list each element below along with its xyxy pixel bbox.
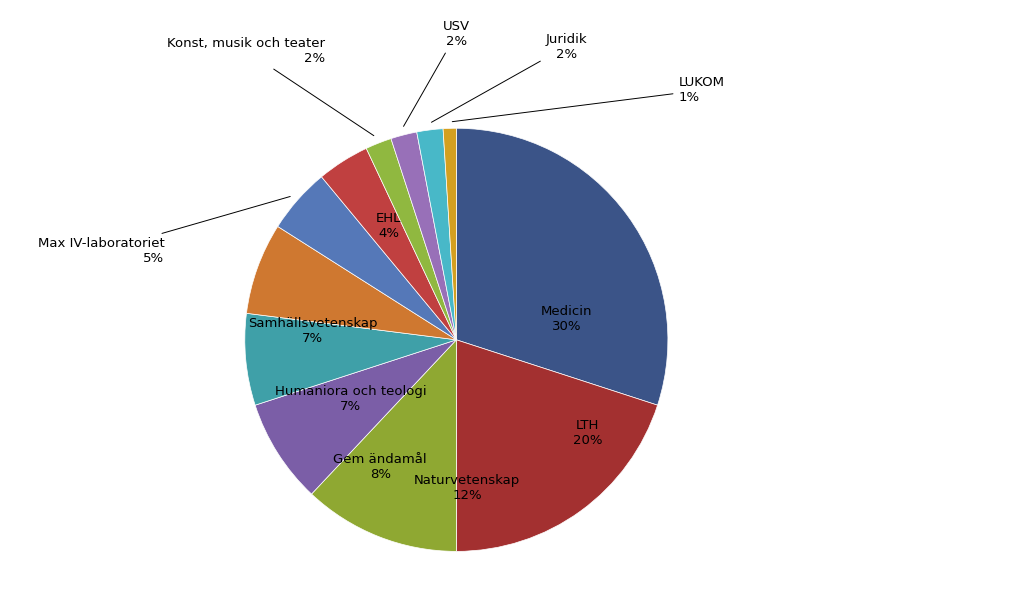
Wedge shape [457, 129, 668, 405]
Text: Medicin
30%: Medicin 30% [541, 305, 592, 333]
Text: EHL
4%: EHL 4% [376, 212, 401, 240]
Text: Juridik
2%: Juridik 2% [431, 33, 587, 122]
Wedge shape [245, 314, 457, 405]
Text: Humaniora och teologi
7%: Humaniora och teologi 7% [274, 385, 426, 413]
Text: Naturvetenskap
12%: Naturvetenskap 12% [414, 474, 520, 502]
Text: Samhällsvetenskap
7%: Samhällsvetenskap 7% [248, 317, 377, 345]
Wedge shape [255, 340, 457, 494]
Wedge shape [417, 129, 457, 340]
Wedge shape [443, 129, 457, 340]
Text: LUKOM
1%: LUKOM 1% [453, 76, 725, 121]
Text: USV
2%: USV 2% [403, 20, 470, 126]
Wedge shape [247, 227, 457, 340]
Wedge shape [311, 340, 457, 552]
Text: LTH
20%: LTH 20% [572, 419, 602, 447]
Text: Gem ändamål
8%: Gem ändamål 8% [334, 453, 427, 481]
Wedge shape [322, 148, 457, 340]
Wedge shape [278, 177, 457, 340]
Wedge shape [391, 132, 457, 340]
Wedge shape [457, 340, 657, 552]
Text: Max IV-laboratoriet
5%: Max IV-laboratoriet 5% [38, 196, 290, 265]
Wedge shape [367, 139, 457, 340]
Text: Konst, musik och teater
2%: Konst, musik och teater 2% [167, 37, 374, 136]
